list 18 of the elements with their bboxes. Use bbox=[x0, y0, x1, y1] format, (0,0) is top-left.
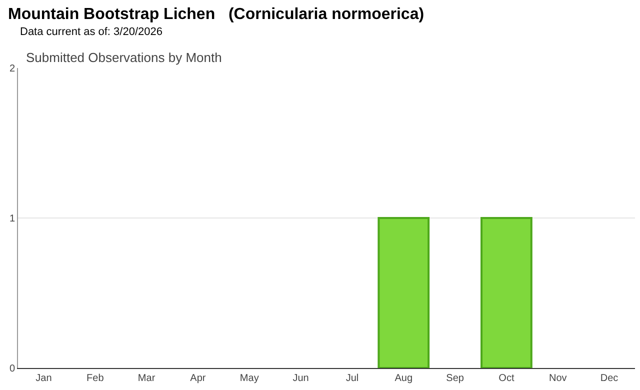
x-tick-label: Dec bbox=[600, 373, 618, 384]
x-tick-label: Aug bbox=[394, 373, 413, 384]
x-tick-label: Jan bbox=[36, 373, 52, 384]
y-tick-label: 1 bbox=[9, 214, 16, 224]
x-tick-label: Oct bbox=[498, 373, 514, 384]
chart-subtitle: Data current as of: 3/20/2026 bbox=[20, 26, 162, 38]
text: Submitted Observations by Month bbox=[26, 50, 222, 65]
x-tick-label: Jun bbox=[292, 373, 309, 384]
x-tick-label: Mar bbox=[138, 373, 156, 384]
x-tick-label: Feb bbox=[86, 373, 104, 384]
chart-title: Mountain Bootstrap Lichen (Cornicularia normoerica) bbox=[8, 6, 424, 23]
x-tick-label: May bbox=[240, 373, 259, 384]
x-tick-label: Apr bbox=[190, 373, 206, 384]
x-tick-label: Jul bbox=[346, 373, 359, 384]
x-tick-label: Sep bbox=[446, 373, 464, 384]
x-tick-label: Nov bbox=[548, 373, 567, 384]
y-tick-label: 0 bbox=[9, 364, 16, 374]
y-tick-label: 2 bbox=[9, 64, 16, 74]
